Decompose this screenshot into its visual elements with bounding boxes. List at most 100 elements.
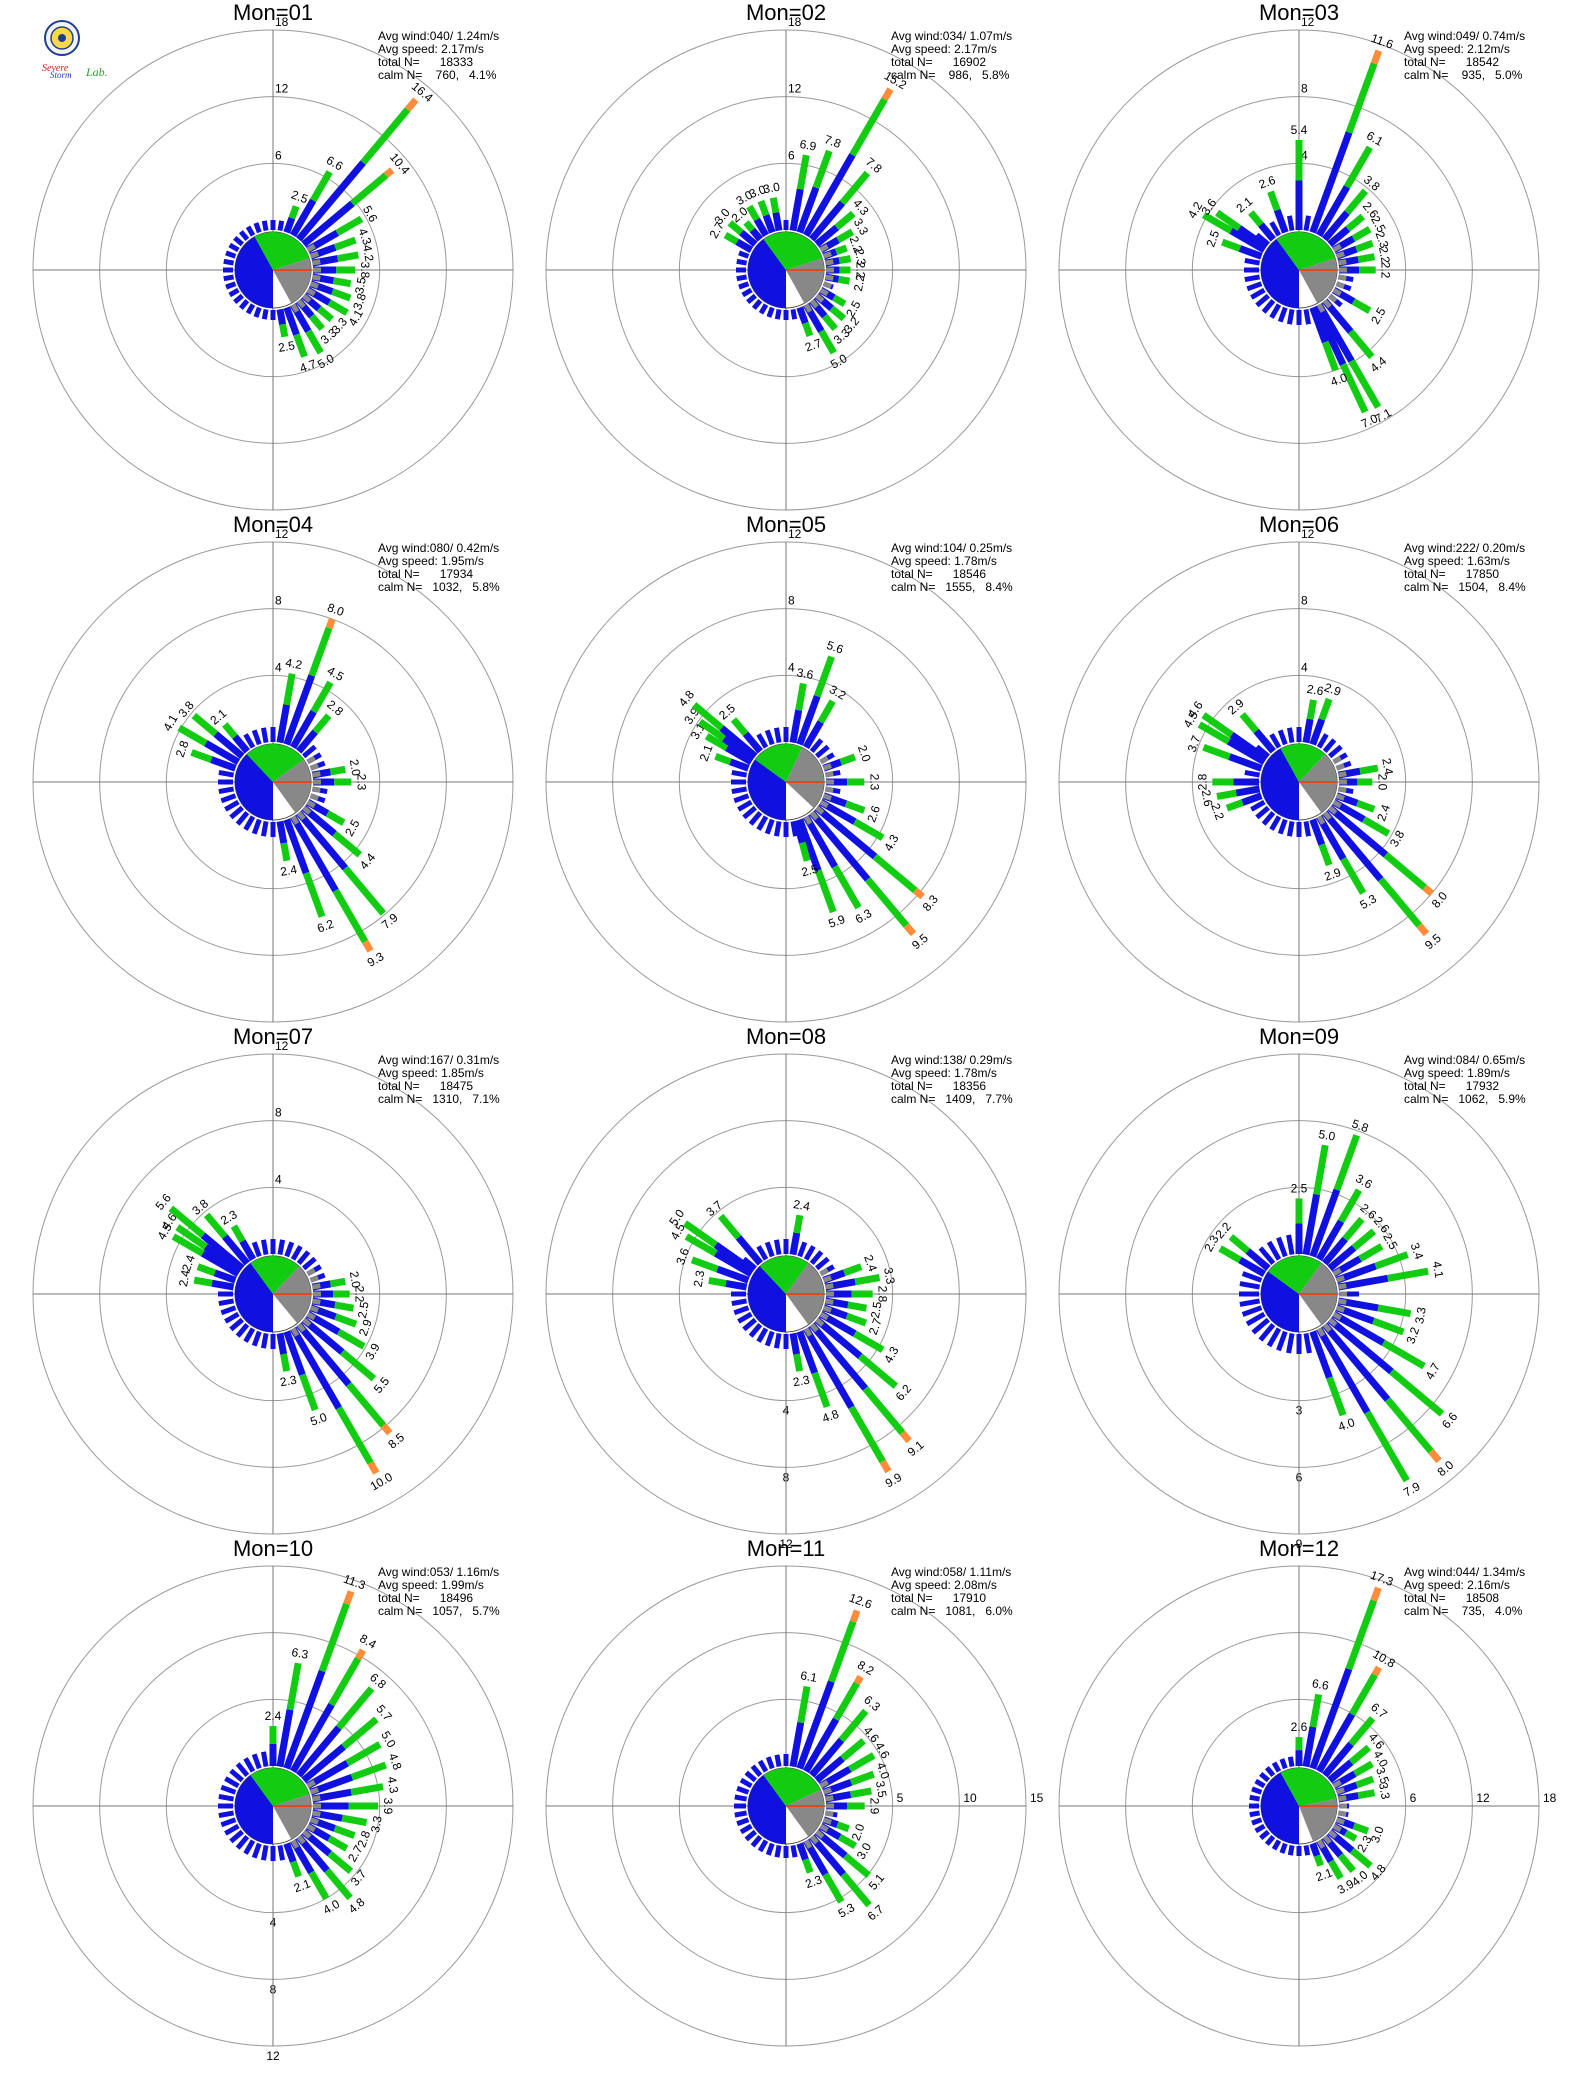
- dir-bar-minor: [756, 733, 769, 749]
- dir-bar-minor: [1277, 306, 1288, 323]
- bar-value-label: 5.6: [825, 638, 846, 657]
- dir-bar-minor: [277, 1844, 286, 1861]
- stats-box: Avg wind:053/ 1.16m/s Avg speed: 1.99m/s t…: [378, 1566, 500, 1618]
- gray-spoke: [309, 793, 319, 801]
- dir-bar-segment: [848, 1405, 886, 1464]
- bar-value-label: 4.0: [1336, 1415, 1357, 1434]
- dir-bar-minor: [290, 1245, 303, 1261]
- dir-bar-minor: [774, 1754, 782, 1768]
- gray-spoke: [1335, 793, 1345, 801]
- dir-bar-minor: [229, 1317, 244, 1332]
- stat-line: total N= 18333: [378, 55, 474, 69]
- gray-spoke: [306, 1311, 316, 1321]
- bars-group: 2.13.13.94.82.53.65.63.22.02.32.64.38.39…: [676, 638, 942, 952]
- dir-bar-segment: [809, 1737, 845, 1778]
- stat-line: Avg wind:058/ 1.11m/s: [891, 1565, 1012, 1579]
- dir-bar-minor: [235, 1323, 250, 1338]
- dir-bar-minor: [235, 811, 250, 826]
- dir-bar-minor: [223, 274, 235, 282]
- dir-bar-segment: [283, 674, 316, 746]
- dir-bar-segment: [329, 765, 346, 776]
- dir-bar-segment: [328, 1656, 362, 1707]
- gray-spoke: [290, 815, 300, 825]
- dir-bar-segment: [1345, 1599, 1378, 1671]
- dir-bar-segment: [1253, 728, 1276, 754]
- dir-bar-segment: [814, 869, 837, 914]
- bars-group: 2.22.62.83.74.54.6 2.92.62.92.42.02.43.88…: [1181, 680, 1451, 952]
- dir-bar-minor: [1261, 811, 1276, 826]
- dir-bar-segment: [802, 720, 824, 750]
- stat-line: Avg speed: 2.16m/s: [1404, 1578, 1510, 1592]
- stat-line: Avg speed: 2.12m/s: [1404, 42, 1510, 56]
- dir-bar-segment: [276, 1709, 294, 1768]
- dir-bar-segment: [1221, 238, 1242, 252]
- bar-value-label: 2.5: [289, 187, 310, 206]
- stats-box: Avg wind:034/ 1.07m/s Avg speed: 2.17m/s t…: [891, 30, 1012, 82]
- stat-line: calm N= 1504, 8.4%: [1404, 580, 1526, 594]
- gray-spoke: [296, 811, 306, 821]
- bars-group: 2.73.02.03.03.03.06.9 7.815.27.84.33.32.2…: [706, 69, 909, 372]
- ring-label: 12: [1476, 1791, 1490, 1805]
- pie-slice-gray: [786, 1789, 824, 1837]
- dir-bar-segment: [1229, 227, 1267, 254]
- bar-value-label: 2.4: [792, 1197, 811, 1214]
- speed-pie: [1260, 1767, 1338, 1845]
- dir-bar-segment: [1248, 210, 1264, 227]
- gray-spoke: [803, 1839, 813, 1849]
- dir-bar-segment: [1201, 211, 1233, 234]
- gray-spoke: [819, 799, 829, 809]
- gray-spoke: [1337, 274, 1347, 281]
- bar-value-label: 2.3: [852, 247, 869, 266]
- dir-bar-segment: [299, 1373, 319, 1412]
- bar-value-label: 4.8: [820, 1407, 841, 1426]
- dir-bar-minor: [731, 1298, 748, 1307]
- dir-bar-minor: [1266, 1327, 1282, 1348]
- bar-value-label: 2.9: [1322, 680, 1343, 699]
- gray-spoke: [296, 299, 306, 309]
- dir-bar-segment: [204, 740, 241, 766]
- gray-spoke: [306, 1823, 316, 1833]
- dir-bar-segment: [341, 1716, 379, 1750]
- stat-line: Avg speed: 1.89m/s: [1404, 1066, 1510, 1080]
- dir-bar-segment: [301, 200, 355, 247]
- pie-slice-blue: [235, 1263, 273, 1332]
- dir-bar-segment: [283, 1669, 326, 1770]
- dir-bar-segment: [1218, 1245, 1242, 1263]
- gray-spoke: [1337, 259, 1347, 266]
- dir-bar-minor: [1322, 738, 1337, 753]
- gray-spoke: [302, 293, 312, 303]
- gray-spoke: [1316, 1839, 1326, 1849]
- dir-bar-segment: [1355, 239, 1374, 253]
- stat-line: Avg wind:222/ 0.20m/s: [1404, 541, 1526, 555]
- ring-label: 12: [275, 527, 289, 541]
- wind-rose-chart: 612182.56.616.410.45.64.34.23.83.53.84.1…: [32, 15, 514, 511]
- dir-bar-minor: [1250, 287, 1266, 300]
- dir-bar-segment: [817, 699, 836, 724]
- dir-bar-segment: [362, 939, 374, 953]
- dir-bar-segment: [1309, 131, 1353, 234]
- bar-value-label: 3.3: [368, 1814, 385, 1833]
- dir-bar-segment: [862, 1386, 906, 1435]
- bar-value-label: 4.7: [298, 357, 319, 376]
- dir-bar-segment: [812, 149, 833, 189]
- dir-bar-segment: [1309, 1693, 1323, 1728]
- dir-bar-minor: [739, 1777, 753, 1789]
- dir-bar-segment: [360, 107, 411, 165]
- dir-bar-segment: [838, 275, 851, 285]
- dir-bar-segment: [849, 1770, 875, 1786]
- wind-rose-panel: 6 12 18 2.7 3.0 2.0 3.0 3.0 3.0 6.9 7.8 15.2 7.8 4.3 3…: [531, 0, 1041, 511]
- dir-bar-segment: [200, 1250, 241, 1278]
- bar-value-label: 3.0: [762, 180, 781, 197]
- dir-bar-segment: [793, 1353, 804, 1372]
- dir-bar-minor: [260, 1751, 269, 1768]
- wind-rose-panel: 4 8 12 2.8 4.1 3.8 2.1 4.2 8.0 4.5 2.8 2.0 2.3 2.5 4.4…: [18, 512, 528, 1023]
- dir-bar-segment: [725, 1279, 748, 1291]
- dir-bar-segment: [329, 1277, 346, 1288]
- bar-value-label: 6.6: [1311, 1676, 1330, 1693]
- dir-bar-minor: [1271, 1839, 1282, 1851]
- dir-bar-segment: [343, 1590, 355, 1606]
- dir-bar-segment: [301, 1744, 346, 1783]
- dir-bar-minor: [1269, 733, 1282, 749]
- gray-spoke: [809, 811, 819, 821]
- gray-spoke: [1328, 1317, 1338, 1327]
